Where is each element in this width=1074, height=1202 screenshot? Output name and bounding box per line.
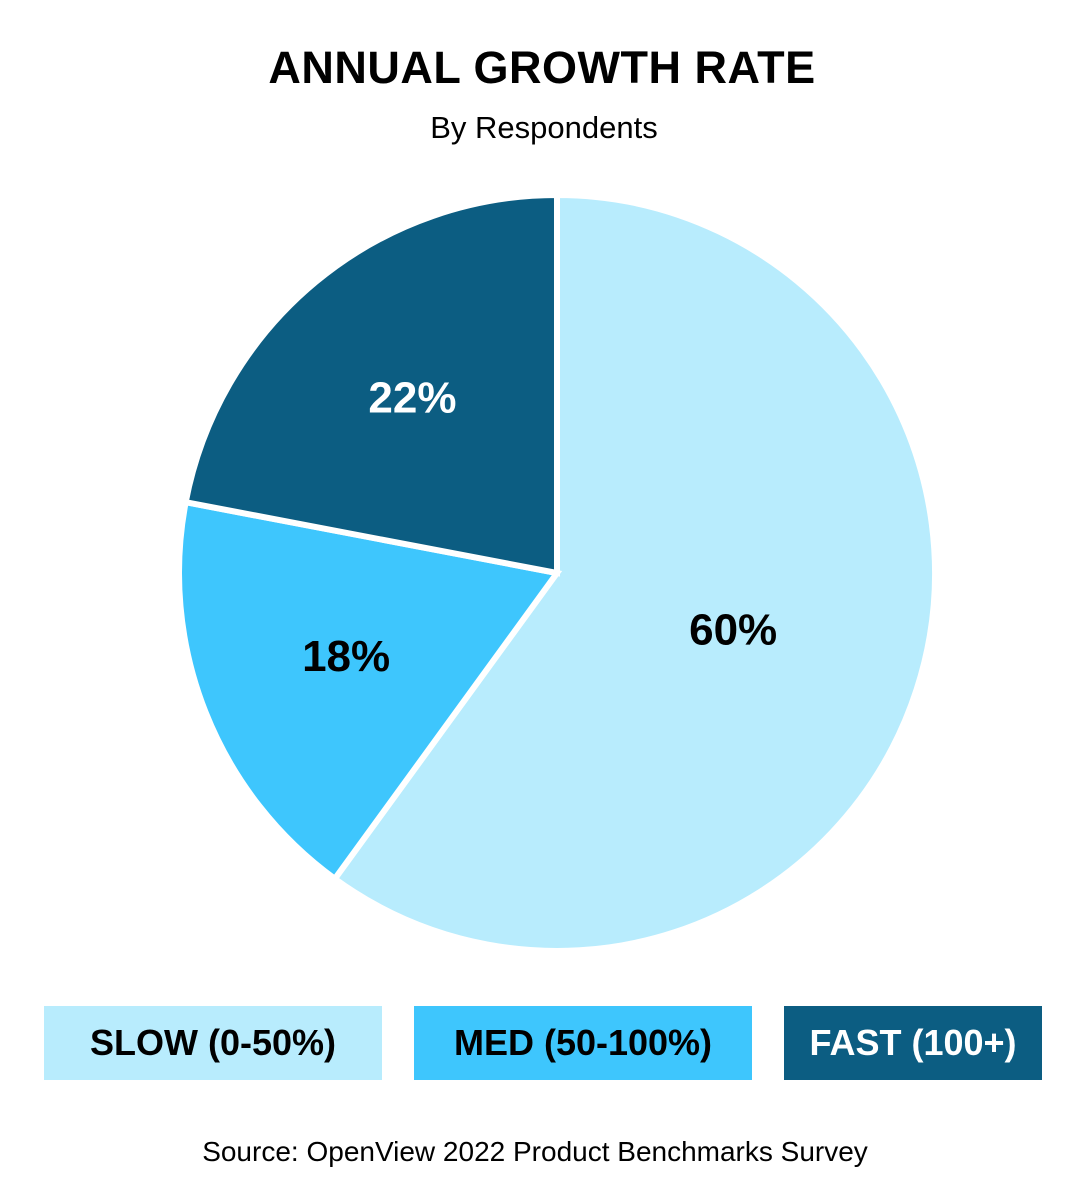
legend-item-med: MED (50-100%) [414,1006,752,1080]
slice-label-slow: 60% [689,606,777,655]
slice-label-med: 18% [302,632,390,681]
legend-label-slow: SLOW (0-50%) [89,1022,337,1063]
source-note: Source: OpenView 2022 Product Benchmarks… [202,1136,868,1167]
pie-chart: 60% 18% 22% [176,191,938,954]
chart-title: ANNUAL GROWTH RATE [268,42,816,93]
slice-label-fast: 22% [368,374,456,423]
legend-label-fast: FAST (100+) [809,1022,1017,1063]
legend-item-slow: SLOW (0-50%) [44,1006,382,1080]
pie-slice-slow [330,191,938,954]
legend-label-med: MED (50-100%) [453,1022,713,1063]
pie-slice-med [176,498,563,883]
chart-subtitle: By Respondents [430,110,658,145]
legend-item-fast: FAST (100+) [784,1006,1042,1080]
pie-slice-fast [182,191,560,577]
